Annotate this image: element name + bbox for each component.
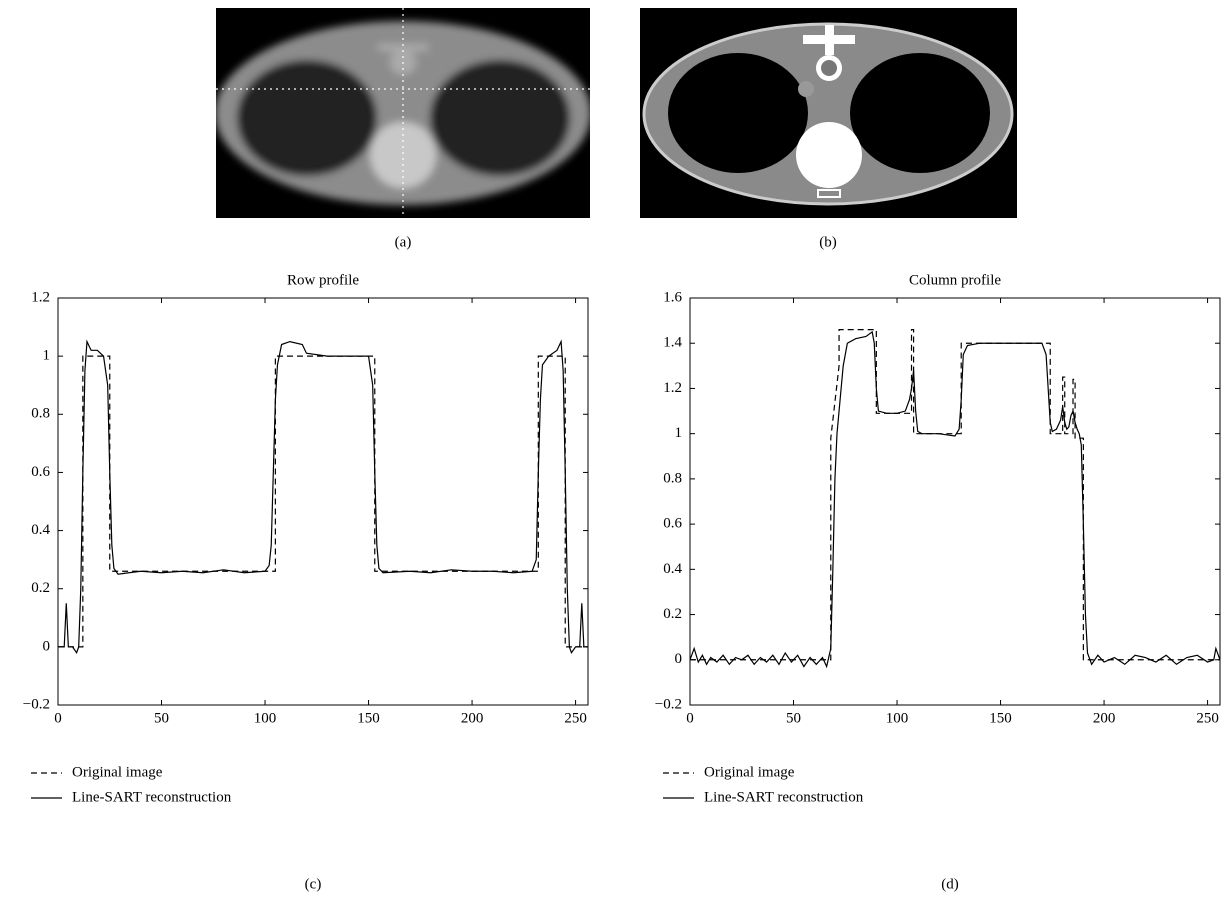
y-tick-label: 0.6 — [31, 464, 50, 480]
series-line — [690, 330, 1220, 660]
y-tick-label: 1.2 — [31, 289, 50, 305]
x-tick-label: 0 — [54, 710, 62, 726]
caption: (c) — [305, 876, 322, 892]
image-b — [640, 8, 1017, 218]
y-tick-label: 0.2 — [31, 580, 50, 596]
plot-frame — [690, 298, 1220, 705]
y-tick-label: 1.4 — [663, 335, 682, 351]
x-tick-label: 150 — [357, 710, 380, 726]
legend-label: Line-SART reconstruction — [704, 789, 864, 805]
x-tick-label: 50 — [786, 710, 801, 726]
caption: (a) — [395, 234, 412, 250]
legend-label: Original image — [704, 764, 795, 780]
series-line — [690, 332, 1220, 667]
y-tick-label: 1 — [43, 348, 51, 364]
x-tick-label: 250 — [1196, 710, 1219, 726]
x-tick-label: 200 — [1093, 710, 1116, 726]
chart-title: Column profile — [909, 272, 1001, 288]
legend-label: Original image — [72, 764, 163, 780]
y-tick-label: 0.8 — [31, 406, 50, 422]
x-tick-label: 150 — [989, 710, 1012, 726]
y-tick-label: 0.8 — [663, 470, 682, 486]
image-a — [215, 8, 591, 218]
series-line — [58, 342, 588, 653]
y-tick-label: 0.6 — [663, 516, 682, 532]
figure: (a) (b) Row profile050100150200250−0.200… — [0, 0, 1232, 905]
x-tick-label: 0 — [686, 710, 694, 726]
y-tick-label: 0 — [675, 651, 683, 667]
x-tick-label: 200 — [461, 710, 484, 726]
y-tick-label: 0.2 — [663, 606, 682, 622]
legend-label: Line-SART reconstruction — [72, 789, 232, 805]
plot-frame — [58, 298, 588, 705]
x-tick-label: 100 — [254, 710, 277, 726]
y-tick-label: 1 — [675, 425, 683, 441]
x-tick-label: 50 — [154, 710, 169, 726]
chart-title: Row profile — [287, 272, 359, 288]
x-tick-label: 100 — [886, 710, 909, 726]
x-tick-label: 250 — [564, 710, 587, 726]
y-tick-label: 0.4 — [663, 561, 682, 577]
y-tick-label: 0.4 — [31, 522, 50, 538]
y-tick-label: −0.2 — [655, 696, 682, 712]
y-tick-label: 1.2 — [663, 380, 682, 396]
series-line — [58, 356, 588, 647]
y-tick-label: −0.2 — [23, 696, 50, 712]
caption: (b) — [819, 234, 837, 250]
caption: (d) — [941, 876, 959, 892]
y-tick-label: 0 — [43, 638, 51, 654]
y-tick-label: 1.6 — [663, 289, 682, 305]
